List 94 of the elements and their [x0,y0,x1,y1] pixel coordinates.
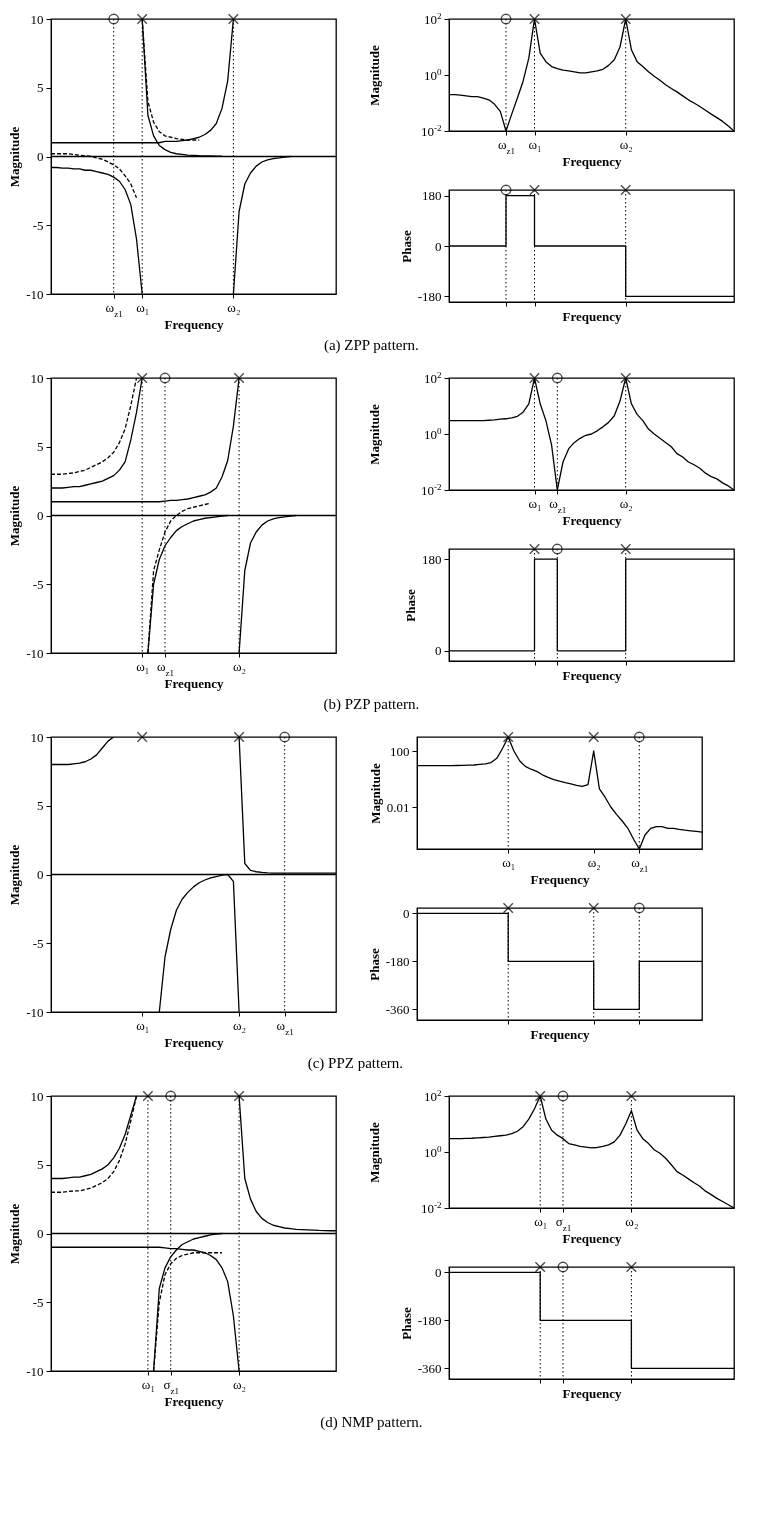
y-tick-label: 10$^{-2}$ [420,481,442,498]
x-axis-title: Frequency [164,1034,224,1050]
y-tick-label: 10$^{0}$ [423,425,442,442]
y-tick-label: 10 [30,1088,44,1104]
x-tick-label: ω$_{z1}$ [631,854,649,874]
y-axis-title: Magnitude [367,403,383,465]
y-tick-label: -180 [417,288,442,304]
x-tick-label: σ$_{z1}$ [555,1213,572,1233]
x-tick-label: ω₁ [528,495,542,511]
y-axis-title: Phase [366,948,382,981]
x-axis-title: Frequency [530,871,590,887]
x-tick-label: ω$_{z1}$ [156,658,175,678]
y-tick-label: 10$^{2}$ [423,369,442,386]
x-tick-label: ω₁ [534,1213,548,1229]
y-tick-label: -5 [32,576,44,592]
y-tick-label: -180 [385,953,410,969]
y-tick-label: -5 [32,935,44,951]
x-tick-label: ω₁ [136,658,150,674]
x-axis-title: Frequency [562,512,622,528]
y-tick-label: -5 [32,217,44,233]
x-tick-label: ω₂ [233,658,247,674]
x-tick-label: ω$_{z1}$ [276,1017,294,1037]
y-tick-label: 0 [37,867,44,882]
y-axis-title: Magnitude [7,844,23,906]
x-tick-label: ω₁ [136,1017,150,1033]
y-tick-label: 0 [37,149,44,164]
y-tick-label: 5 [37,798,44,814]
y-tick-label: 10$^{-2}$ [420,122,442,139]
y-tick-label: -10 [26,286,44,302]
text: (d) NMP pattern. [320,1413,423,1431]
x-axis-title: Frequency [562,153,622,169]
x-axis-title: Frequency [562,1386,622,1401]
y-axis-title: Magnitude [367,1121,383,1183]
y-tick-label: 100 [390,743,410,759]
y-tick-label: 10$^{0}$ [423,66,442,83]
x-tick-label: ω$_{z1}$ [549,495,567,515]
y-tick-label: -360 [385,1001,410,1017]
y-tick-label: -10 [26,645,44,661]
y-axis-title: Magnitude [7,485,23,547]
y-tick-label: 10$^{-2}$ [420,1199,442,1216]
x-tick-label: ω₂ [619,495,633,511]
x-tick-label: ω₁ [141,1376,155,1392]
x-tick-label: ω$_{z1}$ [105,299,123,319]
y-tick-label: 5 [37,1157,44,1173]
y-axis-title: Magnitude [7,1203,23,1265]
y-tick-label: 10$^{0}$ [423,1143,442,1160]
y-axis-title: Phase [398,230,414,263]
x-tick-label: ω$_{z1}$ [497,136,516,156]
y-axis-title: Magnitude [7,126,23,188]
x-tick-label: σ$_{z1}$ [163,1376,179,1396]
x-tick-label: ω₂ [233,1376,247,1392]
text: (a) ZPP pattern. [323,336,419,354]
y-tick-label: -180 [417,1312,442,1328]
y-axis-title: Phase [403,589,418,622]
x-axis-title: Frequency [164,675,224,691]
x-axis-title: Frequency [164,1393,224,1409]
x-tick-label: ω₁ [136,299,150,315]
x-axis-title: Frequency [562,1230,622,1246]
y-tick-label: 0 [435,643,442,659]
y-tick-label: -5 [32,1294,44,1310]
y-axis-title: Phase [398,1307,414,1340]
x-axis-title: Frequency [562,309,622,324]
x-tick-label: ω₂ [587,854,601,870]
x-tick-label: ω₂ [619,136,633,152]
y-tick-label: 0 [435,238,442,254]
y-tick-label: 10$^{2}$ [423,10,442,27]
y-tick-label: 0 [403,905,410,921]
x-axis-title: Frequency [164,316,224,332]
x-tick-label: ω₁ [528,136,542,152]
y-tick-label: 10$^{2}$ [423,1087,442,1104]
x-tick-label: ω₂ [625,1213,639,1229]
y-tick-label: 10 [30,729,44,745]
x-tick-label: ω₁ [502,854,516,870]
y-tick-label: 5 [37,80,44,96]
y-tick-label: 10 [30,11,44,27]
x-tick-label: ω₂ [233,1017,247,1033]
x-axis-title: Frequency [530,1027,590,1042]
x-axis-title: Frequency [562,668,622,683]
y-axis-title: Magnitude [367,44,383,106]
y-tick-label: 5 [37,439,44,455]
text: (c) PPZ pattern. [307,1054,404,1072]
y-tick-label: 180 [422,551,442,567]
y-tick-label: 0.01 [386,799,410,815]
y-tick-label: -360 [417,1360,442,1376]
text: (b) PZP pattern. [323,695,420,713]
y-tick-label: 10 [30,370,44,386]
x-tick-label: ω₂ [227,299,241,315]
y-tick-label: 180 [422,188,442,204]
y-tick-label: -10 [26,1363,44,1379]
y-tick-label: 0 [37,1226,44,1241]
y-tick-label: 0 [435,1264,442,1280]
y-axis-title: Magnitude [367,762,383,824]
y-tick-label: 0 [37,508,44,523]
y-tick-label: -10 [26,1004,44,1020]
